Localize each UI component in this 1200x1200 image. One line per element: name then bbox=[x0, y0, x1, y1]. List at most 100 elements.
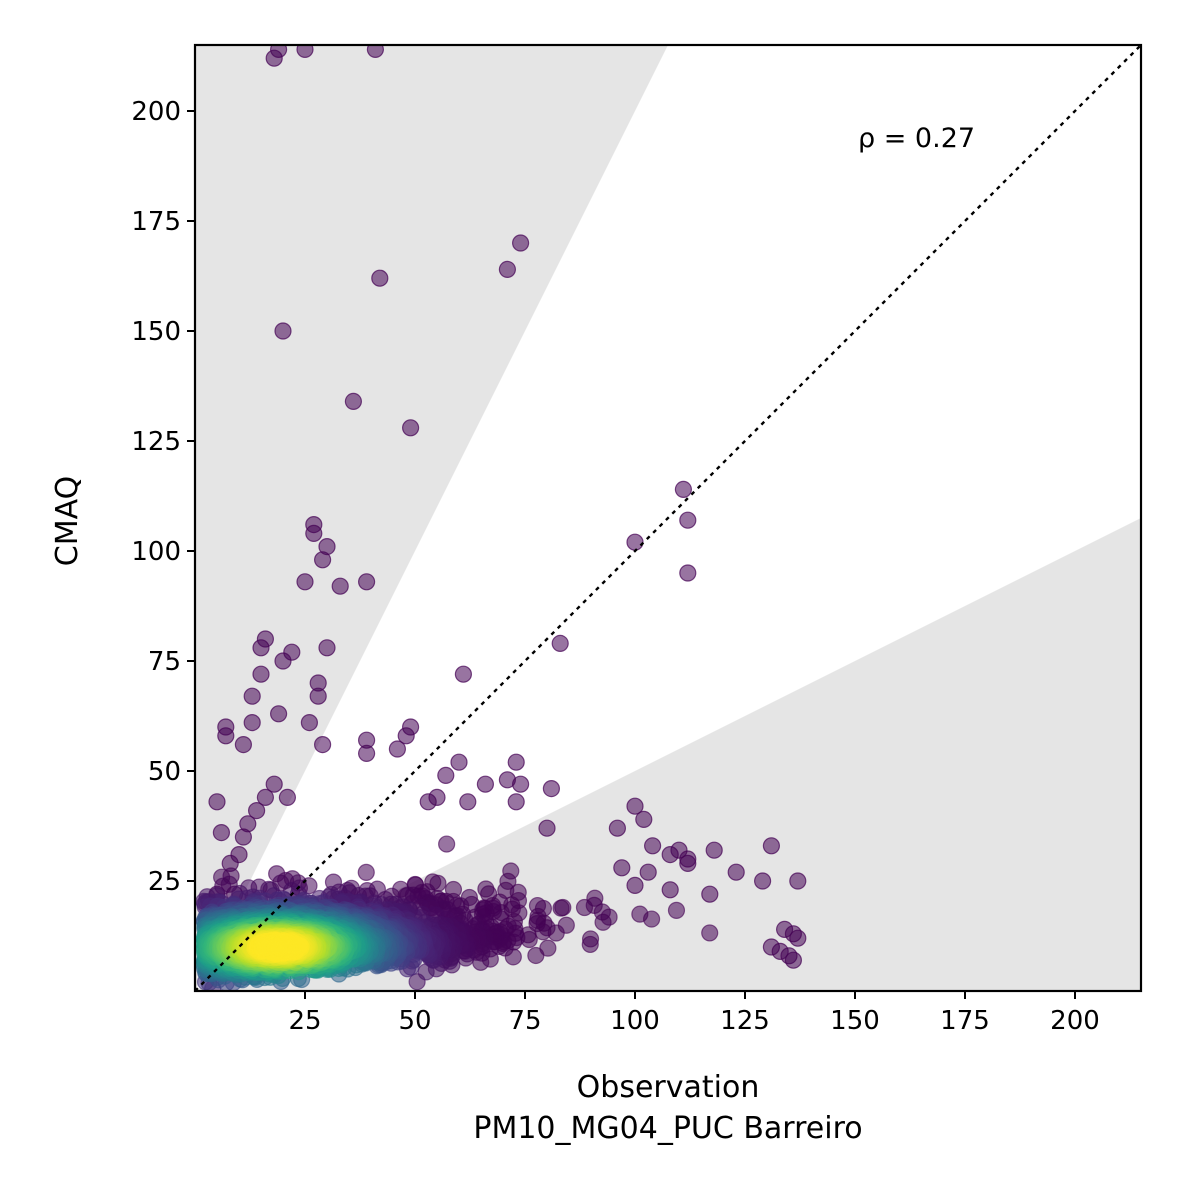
data-point bbox=[270, 45, 288, 58]
data-point bbox=[243, 687, 261, 705]
data-point bbox=[542, 779, 561, 798]
data-point bbox=[498, 260, 516, 278]
data-point bbox=[661, 881, 679, 899]
y-tick-label: 175 bbox=[131, 207, 181, 237]
data-point bbox=[239, 815, 257, 833]
x-tick-label: 125 bbox=[720, 1006, 770, 1036]
data-point bbox=[300, 713, 318, 732]
data-point bbox=[635, 810, 653, 829]
data-point bbox=[575, 898, 594, 917]
data-point bbox=[397, 727, 415, 745]
y-tick-label: 125 bbox=[131, 427, 181, 457]
x-tick-label: 50 bbox=[398, 1006, 431, 1036]
data-point bbox=[626, 797, 644, 815]
y-tick-label: 25 bbox=[148, 867, 181, 897]
data-point bbox=[270, 705, 288, 723]
data-point bbox=[309, 687, 327, 705]
x-axis-label: Observation bbox=[577, 1070, 760, 1105]
y-axis-label: CMAQ bbox=[50, 476, 85, 566]
data-point bbox=[252, 639, 270, 657]
data-point bbox=[527, 946, 545, 965]
data-point bbox=[551, 634, 569, 653]
y-tick-label: 200 bbox=[131, 97, 181, 127]
data-point bbox=[762, 837, 781, 855]
data-point bbox=[581, 935, 599, 954]
data-point bbox=[305, 524, 323, 543]
data-point bbox=[234, 735, 252, 754]
data-point bbox=[701, 885, 719, 903]
data-point bbox=[252, 665, 270, 683]
data-point bbox=[789, 872, 807, 890]
data-point bbox=[661, 845, 679, 864]
lower-band bbox=[195, 518, 1141, 991]
data-point bbox=[419, 793, 437, 811]
data-point bbox=[753, 872, 772, 890]
data-point bbox=[274, 322, 292, 340]
data-point bbox=[631, 905, 649, 923]
x-tick-label: 200 bbox=[1050, 1006, 1100, 1036]
data-point bbox=[358, 573, 376, 591]
data-point bbox=[476, 775, 494, 793]
data-point bbox=[437, 766, 455, 785]
data-point bbox=[511, 234, 530, 252]
upper-band bbox=[195, 45, 668, 991]
data-point bbox=[459, 793, 477, 811]
data-point bbox=[701, 924, 719, 942]
data-point bbox=[366, 45, 384, 58]
y-tick-label: 100 bbox=[131, 537, 181, 567]
data-point bbox=[314, 735, 332, 754]
data-point bbox=[248, 801, 266, 820]
x-axis-sublabel: PM10_MG04_PUC Barreiro bbox=[473, 1111, 862, 1146]
data-point bbox=[507, 793, 525, 811]
data-point bbox=[450, 753, 468, 771]
data-point bbox=[296, 573, 314, 591]
data-point bbox=[230, 845, 248, 864]
data-point bbox=[371, 269, 389, 287]
y-tick-label: 75 bbox=[148, 647, 181, 677]
data-point bbox=[314, 551, 332, 569]
data-point bbox=[274, 652, 292, 670]
data-point bbox=[278, 788, 296, 807]
x-tick-label: 75 bbox=[508, 1006, 541, 1036]
x-tick-label: 25 bbox=[288, 1006, 321, 1036]
data-point bbox=[270, 938, 288, 956]
data-point bbox=[208, 793, 226, 811]
data-point bbox=[594, 913, 612, 931]
data-point bbox=[538, 819, 556, 837]
data-point bbox=[265, 775, 283, 793]
data-point bbox=[679, 511, 697, 529]
data-point bbox=[454, 665, 472, 683]
plot-frame bbox=[193, 43, 1143, 993]
data-point bbox=[357, 863, 375, 881]
data-point bbox=[608, 819, 627, 837]
data-point bbox=[217, 727, 235, 745]
data-point bbox=[674, 480, 693, 498]
data-point bbox=[402, 419, 420, 437]
correlation-annotation: ρ = 0.27 bbox=[858, 123, 975, 154]
data-point bbox=[256, 788, 274, 807]
x-tick-label: 150 bbox=[830, 1006, 880, 1036]
data-point bbox=[511, 775, 530, 793]
data-point bbox=[243, 713, 261, 732]
data-point bbox=[507, 753, 525, 771]
data-point bbox=[613, 859, 631, 877]
data-point bbox=[639, 863, 657, 881]
data-point bbox=[296, 45, 314, 58]
data-point bbox=[388, 740, 406, 758]
data-point bbox=[643, 837, 662, 855]
y-tick-label: 150 bbox=[131, 317, 181, 347]
data-point bbox=[727, 863, 745, 881]
data-point bbox=[358, 744, 376, 763]
data-point bbox=[344, 392, 362, 410]
data-point bbox=[626, 876, 644, 895]
data-point bbox=[318, 639, 336, 657]
data-point bbox=[552, 899, 570, 917]
data-point bbox=[626, 533, 644, 551]
data-point bbox=[679, 564, 697, 582]
one-to-one-line bbox=[195, 45, 1141, 991]
data-point bbox=[331, 577, 349, 595]
data-point bbox=[438, 835, 456, 853]
x-tick-label: 100 bbox=[610, 1006, 660, 1036]
x-tick-label: 175 bbox=[940, 1006, 990, 1036]
